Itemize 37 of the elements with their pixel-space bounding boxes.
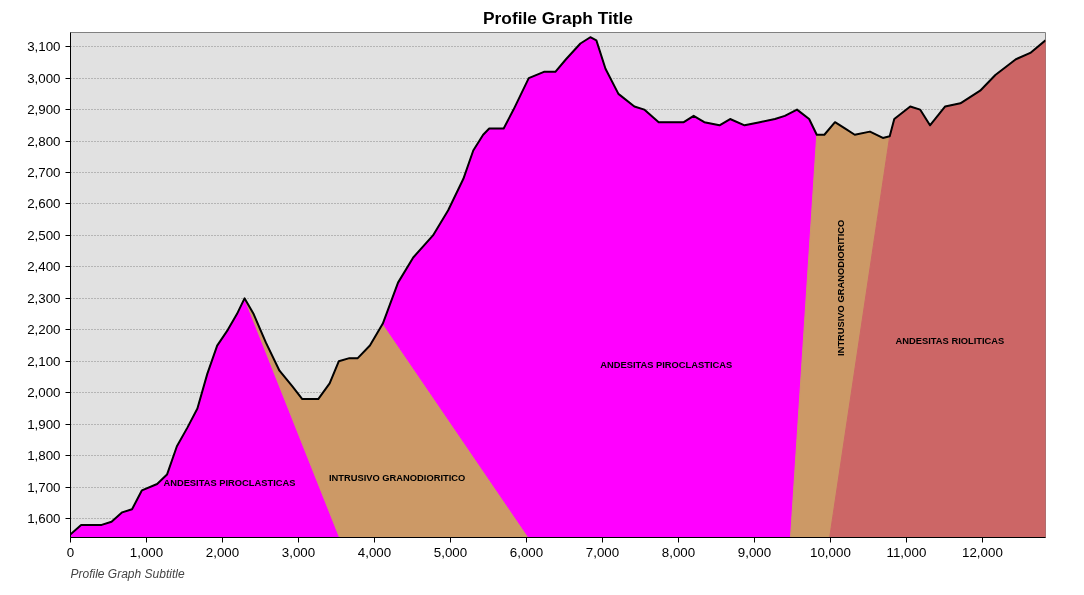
line-series	[70, 36, 1046, 536]
y-tick-label: 3,000	[27, 70, 61, 86]
x-tick-label: 12,000	[962, 544, 1003, 560]
y-tick-label: 2,100	[27, 353, 61, 369]
y-tick-label: 2,900	[27, 102, 61, 118]
x-tick-label: 3,000	[281, 544, 316, 560]
y-tick-label: 2,800	[27, 133, 61, 149]
annotation: ANDESITAS PIROCLASTICAS	[163, 477, 296, 488]
x-tick-label: 11,000	[886, 544, 927, 560]
x-tick-label: 4,000	[357, 544, 392, 560]
y-tick-label: 2,500	[27, 227, 61, 243]
x-tick-label: 9,000	[737, 544, 772, 560]
y-tick-label: 2,200	[27, 322, 61, 338]
y-tick-label: 2,700	[27, 165, 61, 181]
y-tick-label: 2,600	[27, 196, 61, 212]
x-tick-label: 8,000	[661, 544, 696, 560]
y-tick-label: 1,700	[27, 479, 61, 495]
x-tick-label: 2,000	[205, 544, 240, 560]
annotation: INTRUSIVO GRANODIORITICO	[835, 219, 846, 356]
x-tick-label: 10,000	[810, 544, 851, 560]
text: Profile Graph Subtitle	[70, 566, 185, 581]
x-tick-label: 5,000	[433, 544, 468, 560]
y-tick-label: 1,600	[27, 511, 61, 527]
y-tick-label: 2,300	[27, 290, 61, 306]
annotation: ANDESITAS PIROCLASTICAS	[600, 359, 733, 370]
y-tick-label: 2,400	[27, 259, 61, 275]
chart-title: Profile Graph Title	[483, 7, 634, 28]
x-tick-label: 1,000	[129, 544, 164, 560]
y-tick-label: 1,900	[27, 416, 61, 432]
x-tick-label: 0	[66, 544, 75, 560]
y-tick-label: 2,000	[27, 385, 61, 401]
x-tick-label: 7,000	[585, 544, 620, 560]
y-tick-label: 1,800	[27, 448, 61, 464]
y-tick-label: 3,100	[27, 39, 61, 55]
x-tick-label: 6,000	[509, 544, 544, 560]
annotation: INTRUSIVO GRANODIORITICO	[328, 473, 466, 484]
annotation: ANDESITAS RIOLITICAS	[895, 336, 1005, 347]
